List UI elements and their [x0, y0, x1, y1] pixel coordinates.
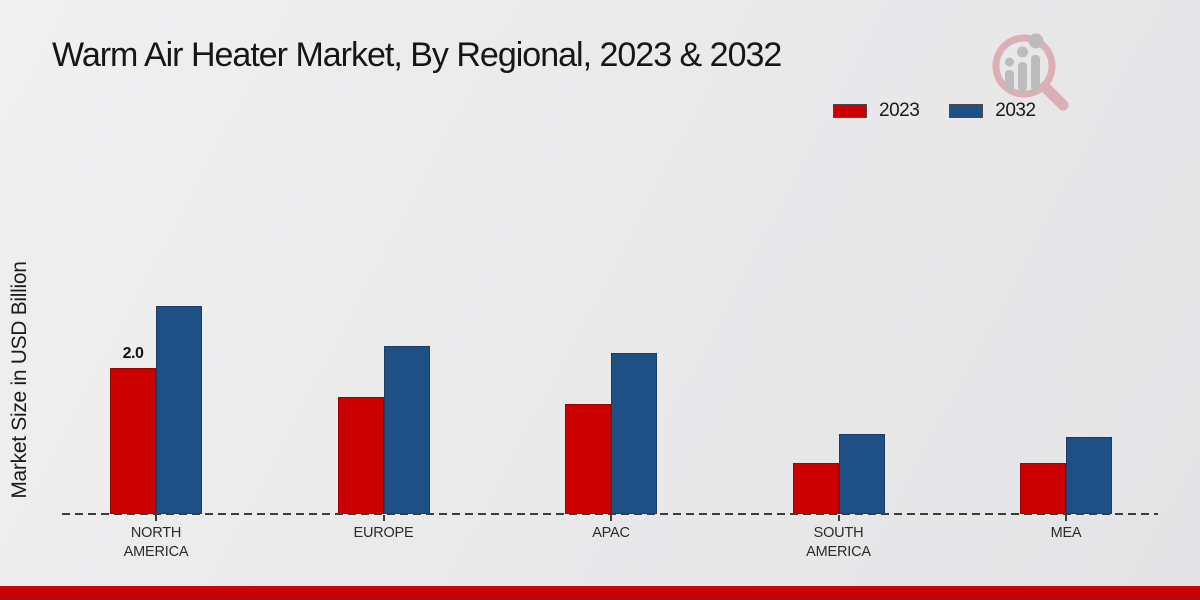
bar-2032-mea	[1066, 437, 1112, 514]
category-label-mea: MEA	[1050, 525, 1082, 541]
magnifier-bar-chart-logo-icon	[992, 33, 1069, 111]
x-axis-tick-europe	[382, 515, 385, 521]
x-axis-line	[62, 513, 1158, 515]
legend-label-2032: 2032	[995, 100, 1036, 121]
bar-2032-north-america	[156, 306, 202, 514]
x-axis-tick-south-america	[837, 515, 840, 521]
category-label-south-america: SOUTH AMERICA	[806, 525, 871, 560]
footer-bar	[0, 586, 1200, 600]
category-label-north-america: NORTH AMERICA	[123, 525, 189, 560]
bar-2032-apac	[611, 353, 657, 514]
x-axis-tick-mea	[1065, 515, 1067, 521]
bar-2023-mea	[1020, 463, 1066, 514]
x-axis-tick-north-america	[155, 515, 157, 521]
bar-2023-europe	[337, 397, 384, 514]
bar-2032-south-america	[838, 434, 885, 514]
legend-item-2032: 2032	[949, 100, 1036, 122]
legend-label-2023: 2023	[879, 100, 920, 121]
chart-title: Warm Air Heater Market, By Regional, 202…	[52, 36, 782, 74]
legend-swatch-2023-icon	[833, 104, 867, 118]
legend: 2023 2032	[833, 100, 1036, 122]
bar-2023-apac	[565, 404, 611, 514]
bar-2023-north-america	[110, 368, 156, 514]
data-label-2023-north-america: 2.0	[122, 345, 144, 362]
legend-swatch-2032-icon	[949, 104, 984, 118]
legend-item-2023: 2023	[833, 100, 920, 122]
bar-2032-europe	[383, 346, 430, 514]
category-label-europe: EUROPE	[353, 525, 414, 541]
bar-2023-south-america	[792, 463, 839, 514]
x-axis-tick-apac	[610, 515, 612, 521]
category-label-apac: APAC	[592, 525, 630, 541]
